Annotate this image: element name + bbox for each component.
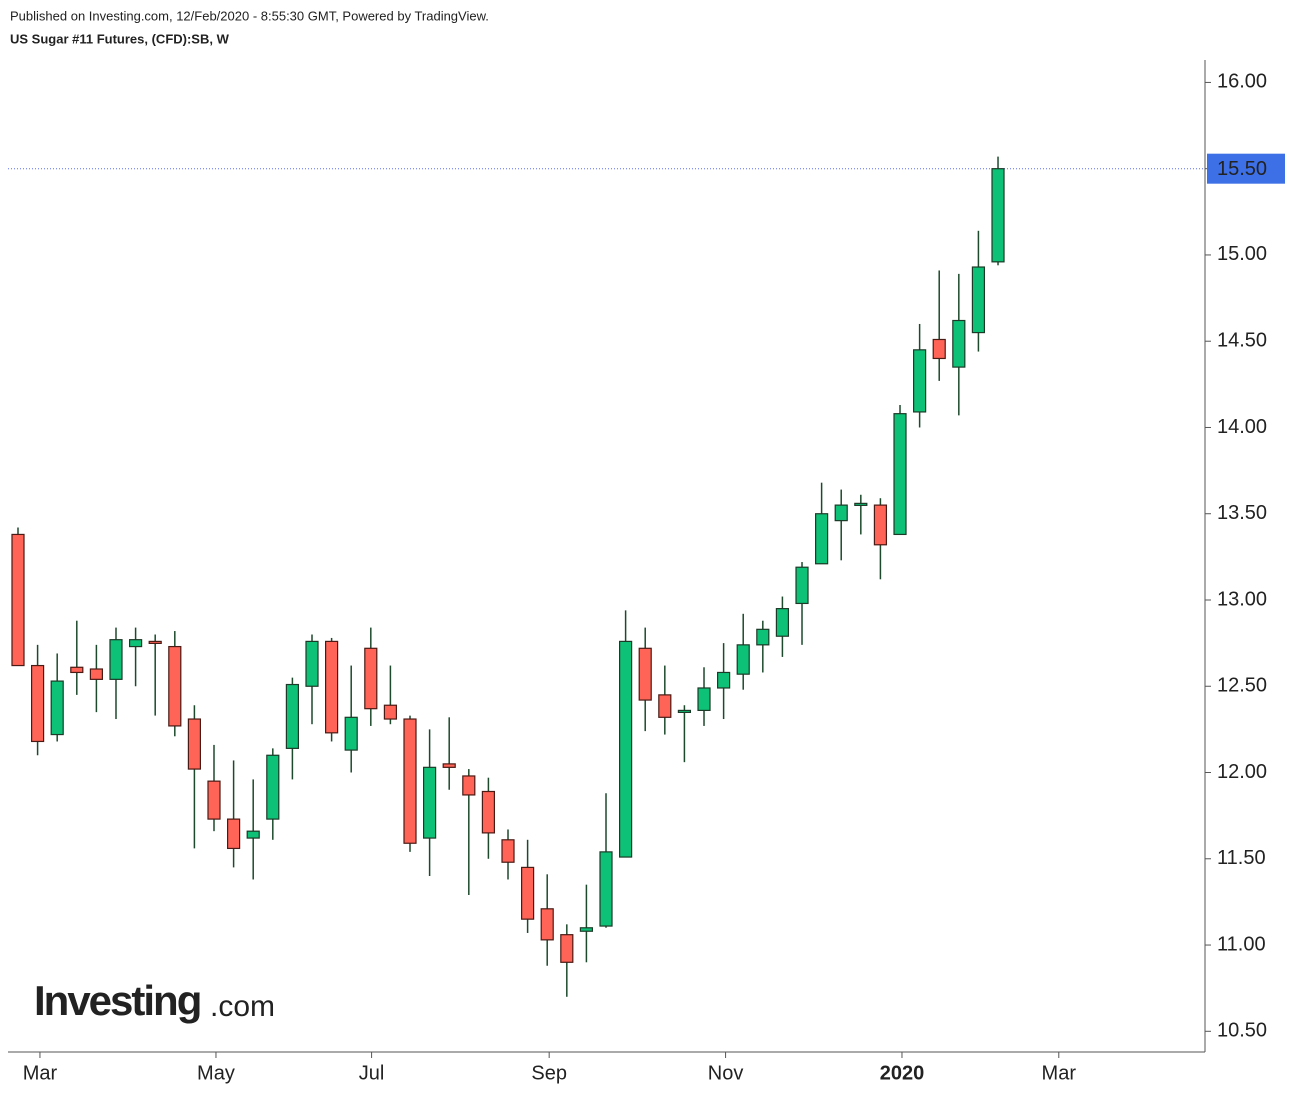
candle-body [579, 927, 594, 932]
candle-body [834, 504, 848, 522]
candle-body [481, 790, 496, 834]
candle-body [383, 704, 398, 720]
candle-body [873, 504, 888, 546]
candle-body [932, 338, 946, 360]
candle-body [795, 566, 809, 605]
y-tick-label: 15.00 [1217, 243, 1267, 265]
y-tick-label: 13.50 [1217, 502, 1267, 524]
candle-body [442, 763, 456, 768]
y-tick-label: 12.00 [1217, 761, 1267, 783]
candle-body [638, 647, 652, 701]
x-tick-label: Nov [708, 1062, 744, 1084]
candle-body [540, 908, 554, 941]
candle-body [285, 683, 300, 749]
candle-body [501, 839, 515, 863]
candle-body [11, 533, 25, 667]
candle-body [775, 608, 790, 637]
candle-body [560, 934, 574, 963]
candle-body [756, 628, 770, 646]
y-tick-label: 14.50 [1217, 329, 1267, 351]
candle-body [344, 716, 358, 751]
candle-body [325, 640, 339, 734]
x-tick-label: Mar [1042, 1062, 1077, 1084]
candle-body [599, 851, 613, 927]
candle-body [364, 647, 378, 710]
x-tick-label: 2020 [880, 1062, 925, 1084]
candle-body [677, 709, 692, 714]
candle-body [168, 645, 182, 727]
y-tick-label: 13.00 [1217, 588, 1267, 610]
candle-body [462, 775, 476, 796]
candle-body [50, 680, 64, 736]
y-tick-label: 14.00 [1217, 416, 1267, 438]
candle-body [521, 866, 535, 920]
y-tick-label: 10.50 [1217, 1020, 1267, 1042]
watermark-brand: Investing [34, 977, 200, 1024]
candle-body [148, 640, 162, 644]
candle-body [423, 766, 437, 839]
x-tick-label: May [197, 1062, 235, 1084]
header: Published on Investing.com, 12/Feb/2020 … [10, 8, 489, 23]
candle-body [619, 640, 633, 858]
candle-body [697, 687, 711, 712]
candle-body [658, 694, 672, 718]
y-tick-label: 11.00 [1217, 933, 1266, 955]
candle-body [266, 754, 280, 820]
y-tick-label: 16.00 [1217, 71, 1267, 93]
candle-body [893, 413, 907, 536]
candle-body [952, 319, 966, 368]
candle-body [30, 664, 45, 743]
x-tick-label: Jul [359, 1062, 385, 1084]
last-price-label: 15.50 [1217, 158, 1267, 180]
candle-body [815, 513, 829, 565]
y-tick-label: 12.50 [1217, 675, 1267, 697]
candle-body [717, 671, 731, 689]
candle-body [109, 639, 123, 680]
y-tick-label: 11.50 [1217, 847, 1266, 869]
candle-body [913, 349, 927, 413]
x-tick-label: Sep [531, 1062, 567, 1084]
candle-body [187, 718, 202, 770]
candle-body [207, 780, 221, 820]
watermark-suffix: .com [210, 990, 275, 1023]
x-tick-label: Mar [23, 1062, 58, 1084]
candle-body [70, 666, 84, 674]
chart-title: US Sugar #11 Futures, (CFD):SB, W [10, 31, 230, 46]
candle-body [128, 639, 143, 648]
candle-body [736, 644, 750, 675]
candle-body [246, 830, 260, 839]
candle-body [854, 502, 868, 506]
candle-body [971, 266, 986, 334]
last-price-tag [1207, 153, 1285, 184]
candle-body [305, 640, 319, 687]
candle-body [227, 818, 241, 850]
candle-body [991, 168, 1005, 263]
candle-body [403, 718, 417, 844]
candle-body [89, 668, 103, 680]
